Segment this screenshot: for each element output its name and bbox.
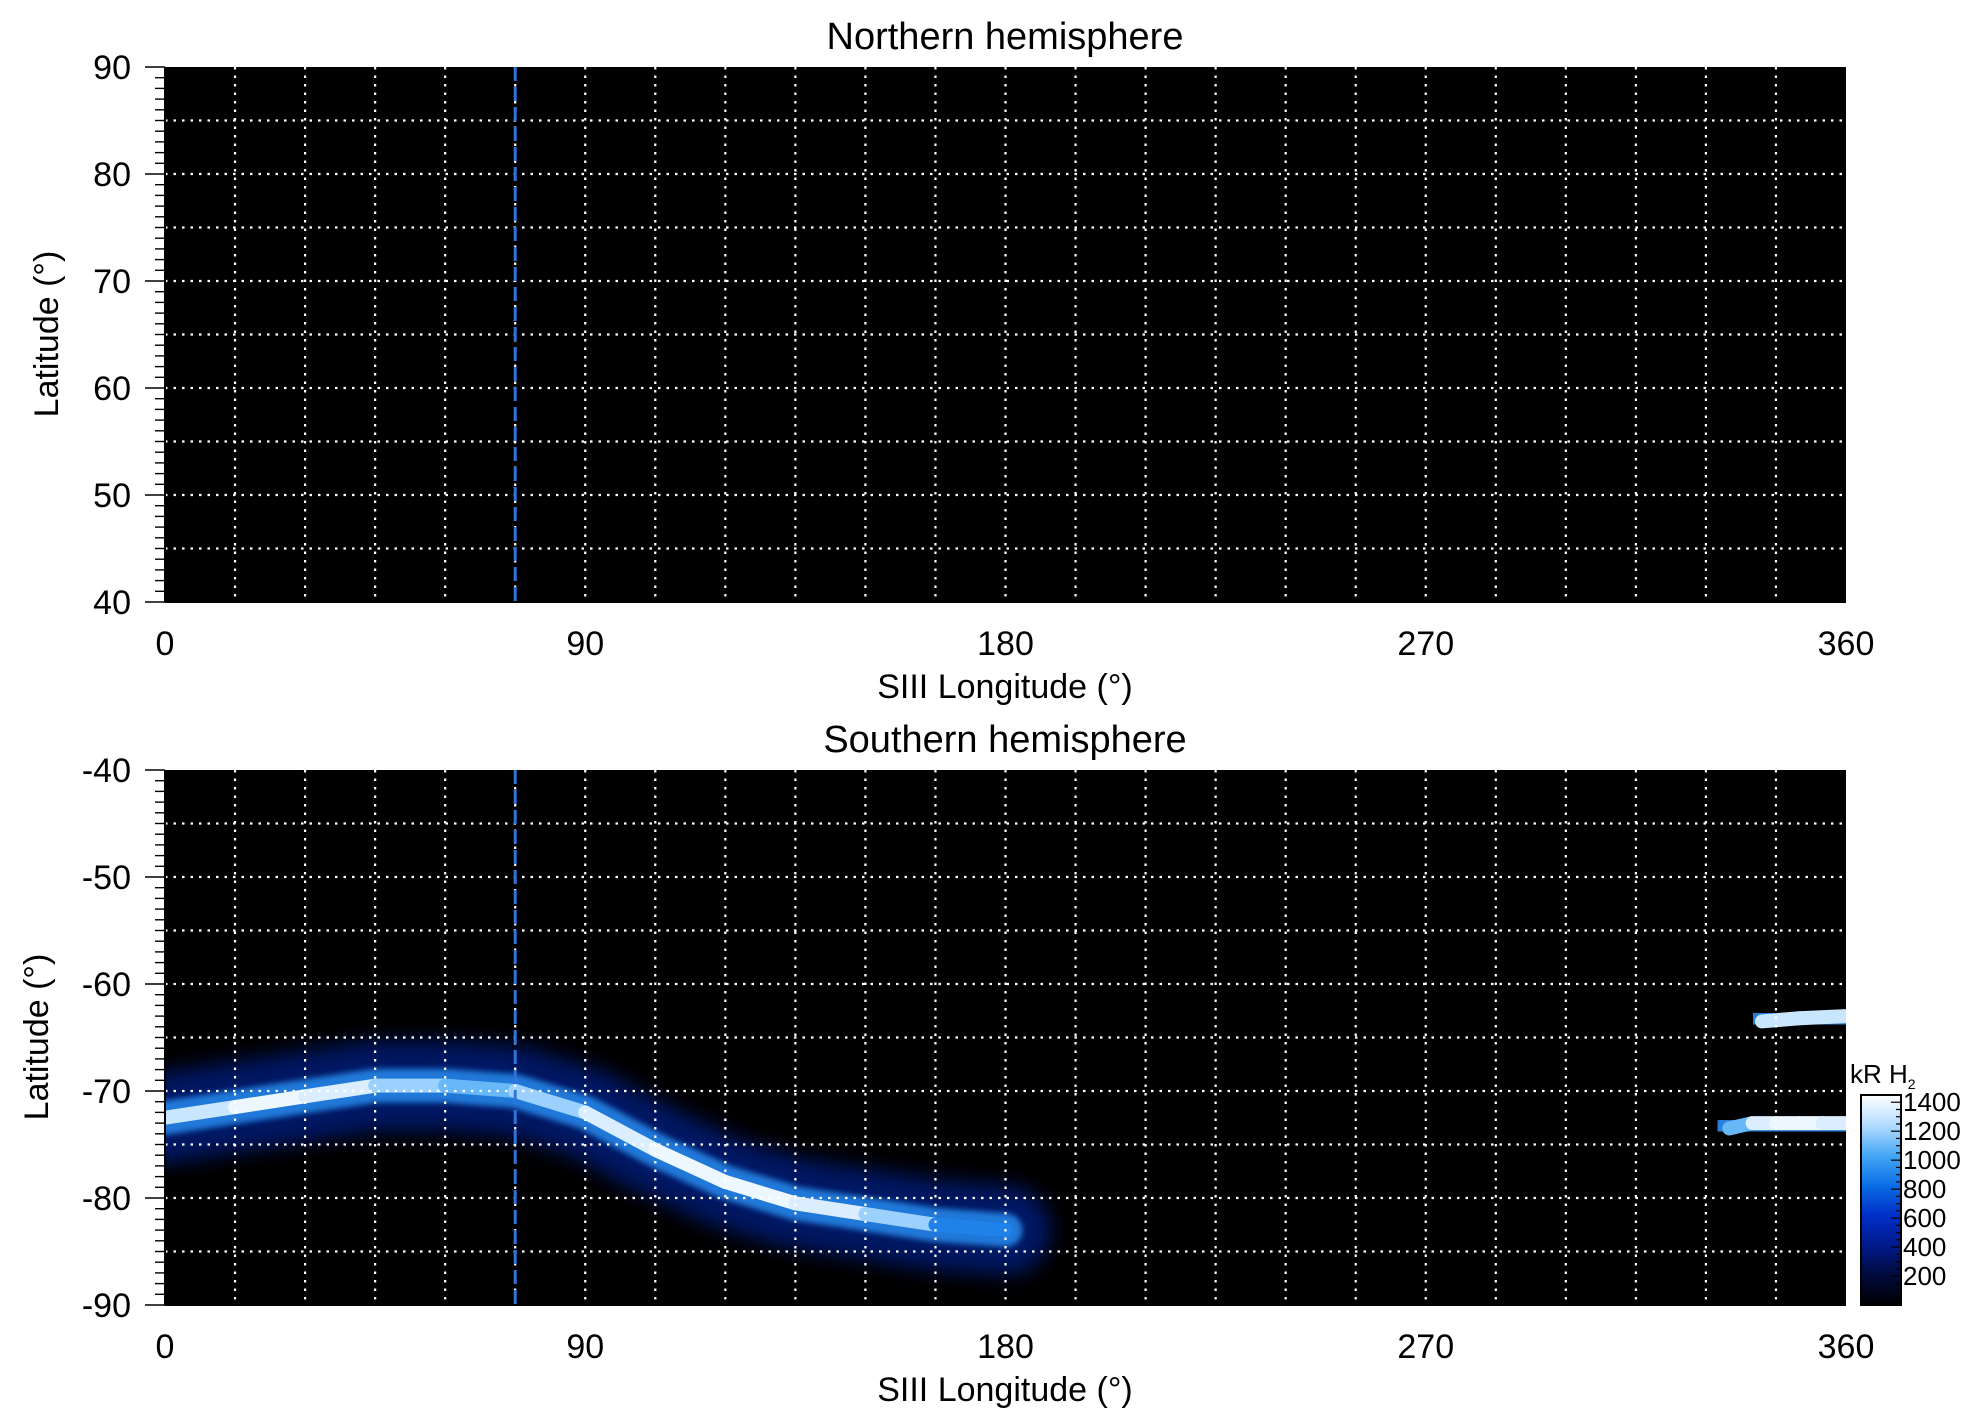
x-tick-label: 180: [977, 1328, 1034, 1366]
y-tick-label: -80: [82, 1180, 131, 1218]
y-tick-label: 60: [93, 370, 131, 408]
north-y-axis-label: Latitude (°): [28, 251, 66, 418]
x-tick-label: 0: [156, 625, 175, 663]
x-tick-label: 270: [1397, 1328, 1454, 1366]
north-title: Northern hemisphere: [827, 16, 1184, 58]
x-tick-label: 90: [566, 625, 604, 663]
y-tick-label: -90: [82, 1287, 131, 1325]
emission-segment: [718, 1174, 803, 1211]
colorbar-tick-label: 1200: [1903, 1116, 1961, 1146]
y-tick-label: -60: [82, 966, 131, 1004]
emission-segment: [928, 1217, 1013, 1238]
north-plot-area: [165, 67, 1846, 602]
south-y-axis: -90 -80 -70 -60 -50 -40: [82, 752, 166, 1325]
colorbar-gradient: [1860, 1094, 1902, 1306]
emission-segment: [165, 1100, 243, 1125]
colorbar-tick-label: 400: [1903, 1232, 1946, 1262]
y-tick-label: 70: [93, 263, 131, 301]
colorbar-unit-subscript: 2: [1908, 1076, 1916, 1092]
colorbar-unit-main: kR H: [1850, 1059, 1908, 1089]
x-tick-label: 90: [566, 1328, 604, 1366]
emission-segment: [508, 1084, 593, 1120]
emission-segment: [788, 1196, 873, 1222]
y-tick-label: 90: [93, 49, 131, 87]
colorbar-tick-label: 1400: [1903, 1087, 1961, 1117]
colorbar-tick-label: 1000: [1903, 1145, 1961, 1175]
y-tick-label: 80: [93, 156, 131, 194]
emission-segment: [858, 1207, 943, 1232]
x-tick-label: 360: [1818, 625, 1875, 663]
x-tick-label: 180: [977, 625, 1034, 663]
x-tick-label: 360: [1818, 1328, 1875, 1366]
x-tick-label: 0: [156, 1328, 175, 1366]
emission-segment: [578, 1105, 663, 1157]
emission-segment: [228, 1089, 313, 1115]
y-tick-label: -50: [82, 859, 131, 897]
emission-segment: [648, 1142, 733, 1189]
emission-segment: [1792, 1009, 1846, 1026]
north-x-axis: 0 90 180 270 360: [156, 601, 1875, 663]
colorbar-tick-label: 800: [1903, 1174, 1946, 1204]
y-tick-label: 50: [93, 477, 131, 515]
y-tick-label: 40: [93, 584, 131, 622]
south-x-axis-label: SIII Longitude (°): [877, 1371, 1133, 1409]
y-tick-label: -40: [82, 752, 131, 790]
emission-segment: [298, 1078, 383, 1104]
colorbar-unit-label: kR H2: [1850, 1059, 1916, 1092]
south-y-axis-label: Latitude (°): [18, 954, 56, 1121]
colorbar-tick-label: 600: [1903, 1203, 1946, 1233]
x-tick-label: 270: [1397, 625, 1454, 663]
south-x-axis: 0 90 180 270 360: [156, 1304, 1875, 1366]
north-x-axis-label: SIII Longitude (°): [877, 668, 1133, 706]
north-y-axis: 40 50 60 70 80 90: [93, 49, 166, 622]
south-title: Southern hemisphere: [823, 719, 1186, 761]
y-tick-label: -70: [82, 1073, 131, 1111]
north-panel: Northern hemisphere 40 50 60 70 80 90 0 90 180 2…: [28, 16, 1874, 706]
colorbar-tick-label: 200: [1903, 1261, 1946, 1291]
south-panel: Southern hemisphere -90 -80 -70 -60 -50 -40 0…: [18, 719, 1874, 1409]
emission-segment: [438, 1078, 523, 1098]
